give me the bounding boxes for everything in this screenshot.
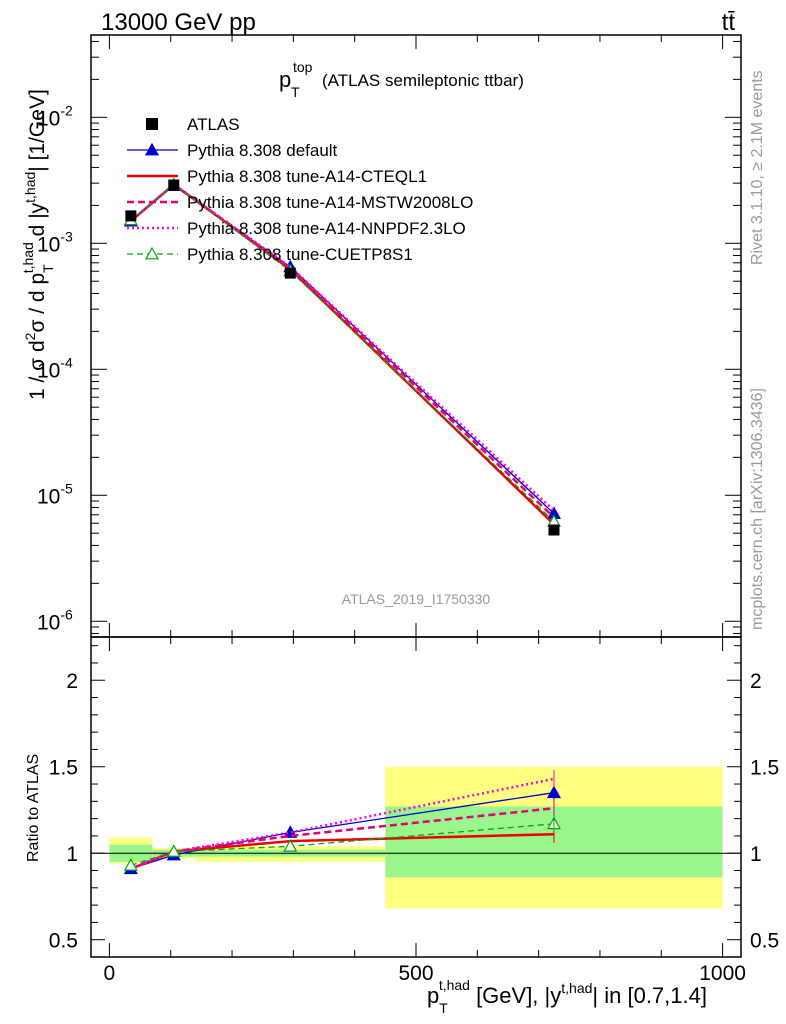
header-energy-label: 13000 GeV pp (101, 9, 256, 36)
plot-title: p top T (ATLAS semileptonic ttbar) (279, 59, 524, 100)
rivet-version-label: Rivet 3.1.10, ≥ 2.1M events (749, 70, 766, 265)
series-line-ratio (130, 777, 555, 870)
legend-label: Pythia 8.308 tune-A14-MSTW2008LO (187, 193, 473, 212)
ratio-plot-series (123, 770, 561, 875)
y-axis-label-ratio: Ratio to ATLAS (25, 754, 42, 862)
y-tick-label-ratio-right: 1.5 (750, 757, 779, 780)
data-point (168, 179, 180, 191)
legend-marker-data (146, 118, 158, 130)
legend-label: Pythia 8.308 tune-A14-CTEQL1 (187, 167, 427, 186)
y-tick-label-ratio-right: 0.5 (750, 930, 779, 953)
series-line-ratio (130, 807, 555, 870)
header-process-label: tt̄ (722, 9, 736, 36)
series-marker-ratio (123, 858, 138, 871)
y-tick-label-ratio-right: 2 (750, 670, 762, 693)
series-marker-ratio (166, 844, 181, 857)
legend-marker (144, 142, 160, 156)
svg-text:(ATLAS semileptonic ttbar): (ATLAS semileptonic ttbar) (322, 71, 524, 90)
legend-label: ATLAS (187, 115, 240, 134)
analysis-watermark: ATLAS_2019_I1750330 (342, 591, 491, 607)
mcplots-credit-label: mcplots.cern.ch [arXiv:1306.3436] (749, 388, 766, 630)
y-tick-label-ratio-right: 1 (750, 843, 762, 866)
svg-text:pTt,had [GeV], |yt,had| in [0.: pTt,had [GeV], |yt,had| in [0.7,1.4] (427, 977, 707, 1016)
legend: ATLAS Pythia 8.308 default Pythia 8.308 tu… (127, 115, 473, 264)
data-point (548, 524, 560, 536)
y-tick-label-ratio-left: 2 (66, 670, 78, 693)
series-marker-ratio (283, 839, 298, 852)
series-line-ratio (130, 823, 555, 866)
svg-text:p: p (279, 67, 291, 92)
svg-text:T: T (291, 84, 300, 100)
svg-text:top: top (293, 59, 313, 75)
y-tick-label-ratio-left: 0.5 (49, 930, 78, 953)
data-point (125, 210, 137, 222)
x-tick-label: 0 (104, 962, 116, 985)
data-point (284, 267, 296, 279)
series-line-top (130, 183, 555, 522)
legend-label: Pythia 8.308 tune-CUETP8S1 (187, 245, 413, 264)
y-tick-label-ratio-left: 1 (66, 843, 78, 866)
y-tick-label-top: 10-6 (37, 606, 73, 634)
x-axis-label: pTt,had [GeV], |yt,had| in [0.7,1.4] (427, 977, 707, 1016)
legend-label: Pythia 8.308 default (187, 141, 338, 160)
x-tick-label: 1000 (699, 962, 746, 985)
y-tick-label-top: 10-5 (37, 480, 73, 508)
y-tick-label-ratio-left: 1.5 (49, 757, 78, 780)
legend-label: Pythia 8.308 tune-A14-NNPDF2.3LO (187, 219, 466, 238)
legend-marker (144, 246, 160, 260)
x-tick-label: 500 (398, 962, 433, 985)
